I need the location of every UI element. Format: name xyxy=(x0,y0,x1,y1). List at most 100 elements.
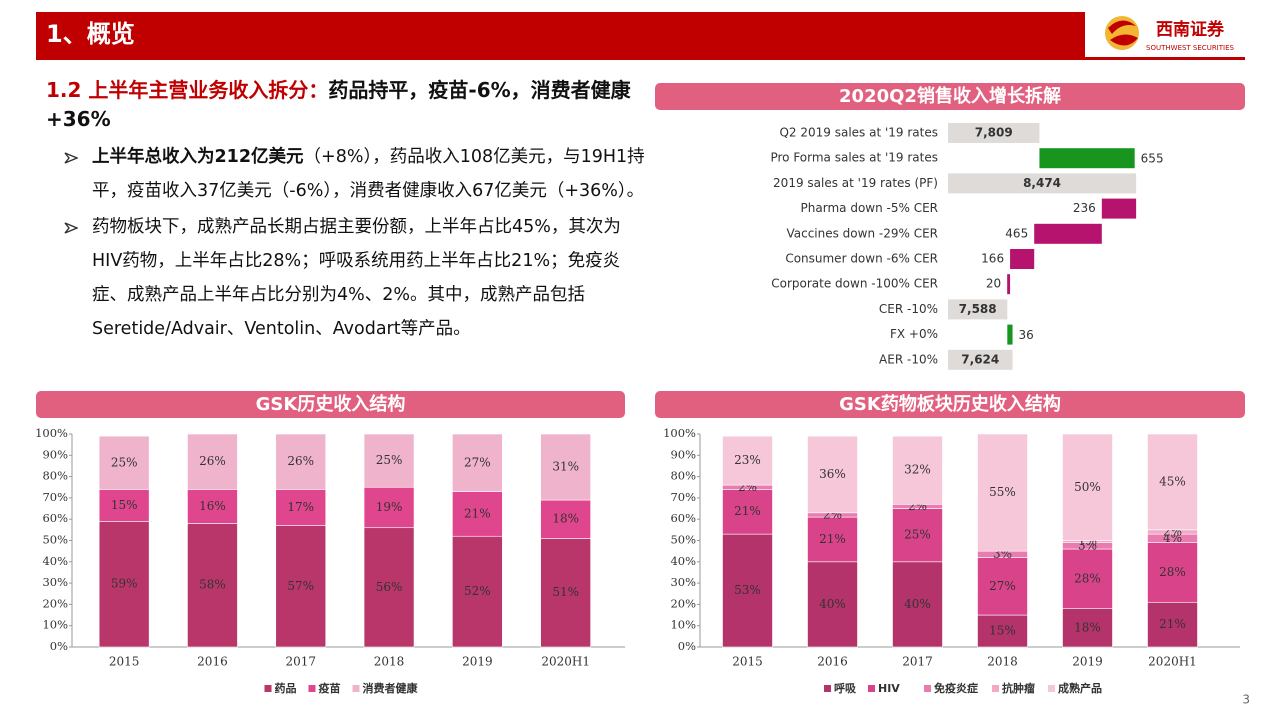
bullet-bold: 上半年总收入为212亿美元 xyxy=(92,147,304,167)
bar-segment xyxy=(275,433,327,490)
bar-segment xyxy=(275,489,327,526)
value-label: 655 xyxy=(1141,152,1164,166)
bullet-text: 药物板块下，成熟产品长期占据主要份额，上半年占比45%，其次为HIV药物，上半年… xyxy=(92,217,621,339)
bar-segment xyxy=(452,491,503,537)
bar-segment xyxy=(187,489,238,524)
value-label: 7,809 xyxy=(975,126,1013,140)
page-number: 3 xyxy=(1242,693,1250,707)
bar-segment xyxy=(98,521,150,648)
y-tick-label: 30% xyxy=(670,575,696,589)
y-tick-label: 40% xyxy=(670,554,696,568)
y-tick-label: 60% xyxy=(670,511,696,525)
x-tick-label: 2020H1 xyxy=(541,655,590,669)
y-tick-label: 40% xyxy=(42,554,68,568)
bar-segment xyxy=(1147,601,1198,648)
legend-label: 药品 xyxy=(275,681,297,695)
value-label: 40% xyxy=(819,597,846,611)
bar-segment xyxy=(722,435,773,486)
x-tick-label: 2016 xyxy=(197,655,228,669)
logo-sub: SOUTHWEST SECURITIES xyxy=(1146,44,1234,52)
y-tick-label: 70% xyxy=(42,490,68,504)
logo-name: 西南证券 xyxy=(1156,19,1225,40)
value-label: 16% xyxy=(199,499,226,513)
category-label: FX +0% xyxy=(890,327,938,341)
bar xyxy=(1039,148,1135,169)
y-tick-label: 30% xyxy=(42,575,68,589)
bullet-text: （+8%），药品收入108亿美元，与19H1持平，疫苗收入37亿美元（-6%），… xyxy=(92,147,645,201)
value-label: 17% xyxy=(287,500,314,514)
legend-swatch xyxy=(924,685,931,692)
bar-segment xyxy=(977,433,1028,552)
value-label: 166 xyxy=(981,252,1004,266)
value-label: 7,624 xyxy=(961,352,999,366)
bar xyxy=(948,349,1013,370)
section-main: 药品持平，疫苗-6%，消费者健康+36% xyxy=(46,78,631,131)
bar xyxy=(1010,249,1035,269)
bar-segment xyxy=(892,508,943,563)
section-lead: 1.2 上半年主营业务收入拆分： xyxy=(46,78,329,102)
value-label: 23% xyxy=(734,453,761,467)
value-label: 15% xyxy=(111,498,138,512)
value-label: 58% xyxy=(199,578,226,592)
value-label: 21% xyxy=(464,506,491,520)
panel-title: GSK历史收入结构 xyxy=(256,393,406,415)
value-label: 8,474 xyxy=(1023,176,1061,190)
bar xyxy=(948,173,1137,194)
value-label: 50% xyxy=(1074,480,1101,494)
value-label: 36 xyxy=(1019,328,1034,342)
y-tick-label: 20% xyxy=(670,596,696,610)
bar-segment xyxy=(363,486,415,529)
value-label: 236 xyxy=(1073,201,1096,215)
category-label: CER -10% xyxy=(879,302,938,316)
value-label: 465 xyxy=(1005,226,1028,240)
value-label: 31% xyxy=(552,460,579,474)
value-label: 15% xyxy=(989,624,1016,638)
value-label: 56% xyxy=(376,580,403,594)
value-label: 28% xyxy=(1074,571,1101,585)
value-label: 21% xyxy=(1159,617,1186,631)
legend-label: 疫苗 xyxy=(319,681,341,695)
value-label: 19% xyxy=(376,500,403,514)
category-label: AER -10% xyxy=(879,352,938,366)
category-label: Vaccines down -29% CER xyxy=(786,226,938,240)
y-tick-label: 0% xyxy=(678,639,696,653)
x-tick-label: 2015 xyxy=(732,655,763,669)
x-tick-label: 2017 xyxy=(902,655,933,669)
y-tick-label: 10% xyxy=(670,618,696,632)
value-label: 51% xyxy=(552,585,579,599)
legend-label: 免疫炎症 xyxy=(934,681,978,695)
value-label: 55% xyxy=(989,485,1016,499)
value-label: 53% xyxy=(734,583,761,597)
value-label: 27% xyxy=(464,455,491,469)
value-label: 25% xyxy=(376,453,403,467)
panel-title-bar xyxy=(655,391,1245,418)
text-block: 1.2 上半年主营业务收入拆分：药品持平，疫苗-6%，消费者健康+36% 上半年… xyxy=(46,76,646,348)
y-tick-label: 70% xyxy=(670,490,696,504)
legend-label: HIV xyxy=(878,682,900,695)
value-label: 40% xyxy=(904,597,931,611)
legend-swatch xyxy=(308,685,316,692)
y-tick-label: 100% xyxy=(35,426,68,440)
x-tick-label: 2019 xyxy=(462,655,493,669)
bar-segment xyxy=(1062,548,1113,609)
header-bar xyxy=(36,12,1085,57)
value-label: 32% xyxy=(904,463,931,477)
value-label: 18% xyxy=(1074,620,1101,634)
panel-title: 2020Q2销售收入增长拆解 xyxy=(839,85,1061,107)
value-label: 21% xyxy=(819,532,846,546)
value-label: 21% xyxy=(734,504,761,518)
value-label: 59% xyxy=(111,577,138,591)
value-label: 7,588 xyxy=(959,302,997,316)
x-tick-label: 2016 xyxy=(817,655,848,669)
bar-segment xyxy=(807,561,858,648)
y-tick-label: 80% xyxy=(670,469,696,483)
value-label: 36% xyxy=(819,467,846,481)
category-label: Pro Forma sales at '19 rates xyxy=(770,151,938,165)
panel-title-bar xyxy=(655,83,1245,110)
category-label: Q2 2019 sales at '19 rates xyxy=(779,126,938,140)
value-label: 20 xyxy=(986,277,1001,291)
bullet: 上半年总收入为212亿美元（+8%），药品收入108亿美元，与19H1持平，疫苗… xyxy=(46,140,646,208)
panel-title: GSK药物板块历史收入结构 xyxy=(839,393,1061,415)
y-tick-label: 60% xyxy=(42,511,68,525)
value-label: 25% xyxy=(111,455,138,469)
